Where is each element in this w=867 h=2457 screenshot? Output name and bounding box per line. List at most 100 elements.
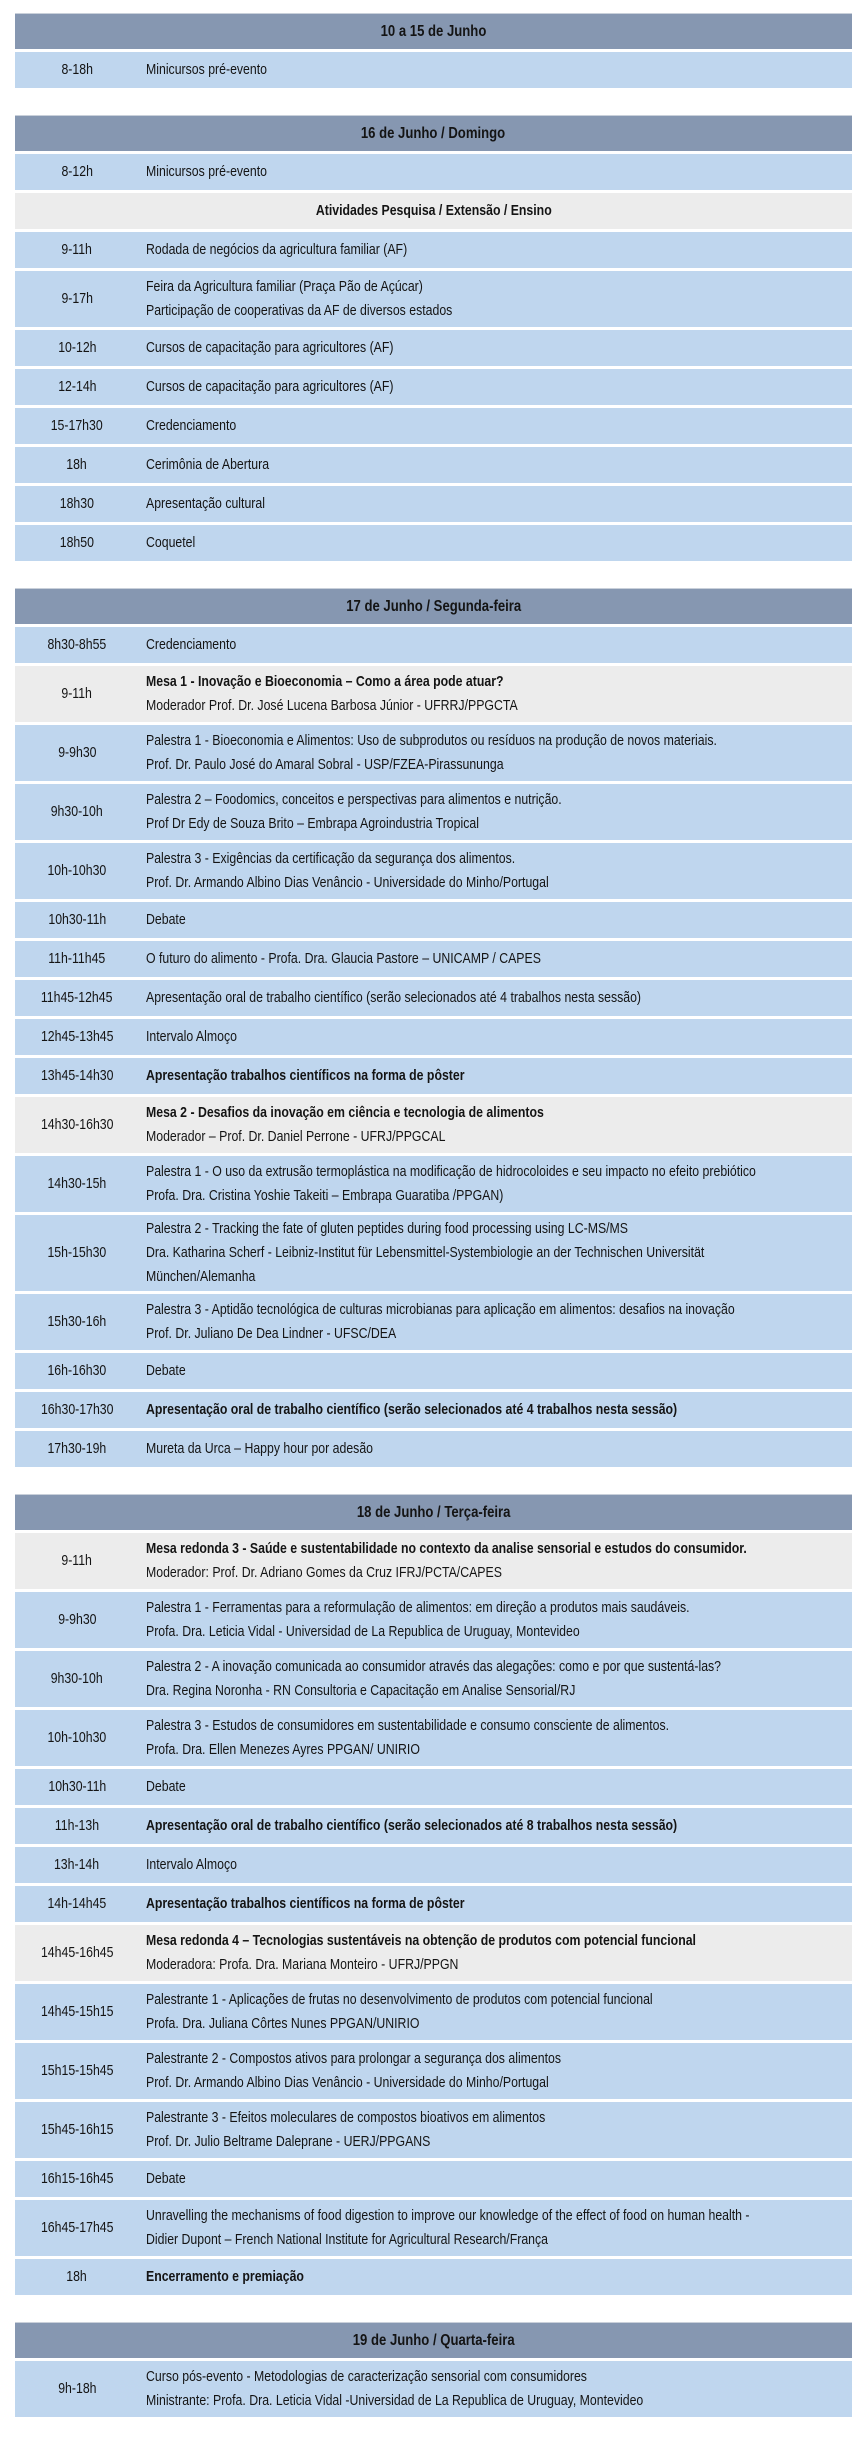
- activity-title: Cursos de capacitação para agricultores …: [146, 336, 852, 360]
- activity-title: Debate: [146, 2167, 852, 2191]
- day-header: 16 de Junho / Domingo: [15, 115, 852, 151]
- schedule-row: 9-9h30 Palestra 1 - Ferramentas para a re…: [15, 1592, 852, 1648]
- activity-text: Prof. Dr. Armando Albino Dias Venâncio -…: [146, 2074, 549, 2091]
- activity-title: Debate: [146, 1775, 852, 1799]
- activity-text: Debate: [146, 2170, 186, 2187]
- schedule-row: 9-17h Feira da Agricultura familiar (Praç…: [15, 271, 852, 327]
- schedule-row: 9-9h30 Palestra 1 - Bioeconomia e Aliment…: [15, 725, 852, 781]
- time-cell: 10-12h: [15, 336, 139, 360]
- time-label: 9-11h: [61, 685, 93, 702]
- activity-cell: Palestra 2 - Tracking the fate of gluten…: [139, 1217, 852, 1289]
- schedule-row: 12h45-13h45 Intervalo Almoço: [15, 1019, 852, 1055]
- time-label: 14h-14h45: [47, 1895, 107, 1912]
- activity-title: Apresentação trabalhos científicos na fo…: [146, 1892, 852, 1916]
- activity-detail: Participação de cooperativas da AF de di…: [146, 299, 852, 323]
- schedule-row: 18h50 Coquetel: [15, 525, 852, 561]
- time-label: 10h-10h30: [47, 862, 107, 879]
- activity-title: Palestra 1 - Ferramentas para a reformul…: [146, 1596, 852, 1620]
- time-label: 15h45-16h15: [40, 2121, 114, 2138]
- activity-cell: Palestra 2 – Foodomics, conceitos e pers…: [139, 788, 852, 836]
- activity-cell: Credenciamento: [139, 633, 852, 657]
- time-label: 16h-16h30: [47, 1362, 107, 1379]
- time-cell: 9h30-10h: [15, 800, 139, 824]
- day-header: 17 de Junho / Segunda-feira: [15, 588, 852, 624]
- activity-cell: Mureta da Urca – Happy hour por adesão: [139, 1437, 852, 1461]
- activity-text: Palestra 1 - Ferramentas para a reformul…: [146, 1599, 690, 1616]
- time-cell: 15h45-16h15: [15, 2118, 139, 2142]
- activity-text: Profa. Dra. Leticia Vidal - Universidad …: [146, 1623, 580, 1640]
- activity-title: Apresentação oral de trabalho científico…: [146, 1814, 852, 1838]
- schedule-row: 18h Encerramento e premiação: [15, 2259, 852, 2295]
- activity-title: Palestra 1 - O uso da extrusão termoplás…: [146, 1160, 852, 1184]
- activity-text: Cursos de capacitação para agricultores …: [146, 378, 394, 395]
- activity-title: Encerramento e premiação: [146, 2265, 852, 2289]
- activity-text: Moderador: Prof. Dr. Adriano Gomes da Cr…: [146, 1564, 502, 1581]
- time-cell: 11h45-12h45: [15, 986, 139, 1010]
- time-cell: 18h: [15, 453, 139, 477]
- time-cell: 9h-18h: [15, 2377, 139, 2401]
- activity-text: Dra. Katharina Scherf - Leibniz-Institut…: [146, 1244, 705, 1261]
- time-label: 18h50: [59, 534, 95, 551]
- activity-text: Intervalo Almoço: [146, 1028, 237, 1045]
- schedule-row: 17h30-19h Mureta da Urca – Happy hour por…: [15, 1431, 852, 1467]
- activity-title: Palestrante 1 - Aplicações de frutas no …: [146, 1988, 852, 2012]
- time-cell: 8-12h: [15, 160, 139, 184]
- activity-cell: Encerramento e premiação: [139, 2265, 852, 2289]
- activity-cell: Intervalo Almoço: [139, 1025, 852, 1049]
- activity-title: Coquetel: [146, 531, 852, 555]
- schedule-row: 9-11h Mesa 1 - Inovação e Bioeconomia – C…: [15, 666, 852, 722]
- schedule-table: 10 a 15 de Junho 8-18h Minicursos pré-even…: [15, 13, 852, 2444]
- activity-text: Debate: [146, 1778, 186, 1795]
- time-label: 9-9h30: [57, 1611, 97, 1628]
- activity-text: Profa. Dra. Ellen Menezes Ayres PPGAN/ U…: [146, 1741, 420, 1758]
- activity-title: Palestra 3 - Exigências da certificação …: [146, 847, 852, 871]
- activity-title: Credenciamento: [146, 414, 852, 438]
- time-cell: 18h: [15, 2265, 139, 2289]
- activity-detail: Moderador – Prof. Dr. Daniel Perrone - U…: [146, 1125, 852, 1149]
- activity-title: Debate: [146, 908, 852, 932]
- schedule-row: 10h-10h30 Palestra 3 - Estudos de consum…: [15, 1710, 852, 1766]
- activity-title: Cursos de capacitação para agricultores …: [146, 375, 852, 399]
- activity-detail: Dra. Regina Noronha - RN Consultoria e C…: [146, 1679, 852, 1703]
- activity-text: Coquetel: [146, 534, 196, 551]
- activity-text: Palestra 2 - A inovação comunicada ao co…: [146, 1658, 722, 1675]
- time-cell: 15h-15h30: [15, 1241, 139, 1265]
- schedule-row: 18h Cerimônia de Abertura: [15, 447, 852, 483]
- time-label: 9-17h: [61, 290, 93, 307]
- activity-text: Moderador – Prof. Dr. Daniel Perrone - U…: [146, 1128, 446, 1145]
- activity-cell: Palestra 3 - Aptidão tecnológica de cult…: [139, 1298, 852, 1346]
- schedule-row: 9-11h Rodada de negócios da agricultura f…: [15, 232, 852, 268]
- time-cell: 15-17h30: [15, 414, 139, 438]
- activity-detail: Moderador: Prof. Dr. Adriano Gomes da Cr…: [146, 1561, 852, 1585]
- activity-title: Mesa redonda 3 - Saúde e sustentabilidad…: [146, 1537, 852, 1561]
- schedule-row: 10h30-11h Debate: [15, 1769, 852, 1805]
- activity-detail: Profa. Dra. Ellen Menezes Ayres PPGAN/ U…: [146, 1738, 852, 1762]
- time-cell: 13h45-14h30: [15, 1064, 139, 1088]
- activity-title: Minicursos pré-evento: [146, 160, 852, 184]
- activity-cell: Apresentação oral de trabalho científico…: [139, 986, 852, 1010]
- activity-text: Apresentação oral de trabalho científico…: [146, 989, 642, 1006]
- day-section: 19 de Junho / Quarta-feira 9h-18h Curso pó…: [15, 2322, 852, 2417]
- activity-title: Palestrante 2 - Compostos ativos para pr…: [146, 2047, 852, 2071]
- time-cell: 13h-14h: [15, 1853, 139, 1877]
- time-cell: 10h-10h30: [15, 1726, 139, 1750]
- activity-cell: Apresentação trabalhos científicos na fo…: [139, 1064, 852, 1088]
- activity-cell: Minicursos pré-evento: [139, 160, 852, 184]
- activity-title: Palestra 2 – Foodomics, conceitos e pers…: [146, 788, 852, 812]
- time-label: 15h15-15h45: [40, 2062, 114, 2079]
- schedule-row: 15h45-16h15 Palestrante 3 - Efeitos molec…: [15, 2102, 852, 2158]
- schedule-row: 15h30-16h Palestra 3 - Aptidão tecnológic…: [15, 1294, 852, 1350]
- activity-text: Ministrante: Profa. Dra. Leticia Vidal -…: [146, 2392, 644, 2409]
- time-cell: 12-14h: [15, 375, 139, 399]
- activity-title: Credenciamento: [146, 633, 852, 657]
- activity-text: Profa. Dra. Juliana Côrtes Nunes PPGAN/U…: [146, 2015, 420, 2032]
- activity-title: Mureta da Urca – Happy hour por adesão: [146, 1437, 852, 1461]
- time-label: 16h30-17h30: [40, 1401, 114, 1418]
- time-cell: 14h45-15h15: [15, 2000, 139, 2024]
- section-subheader: Atividades Pesquisa / Extensão / Ensino: [15, 193, 852, 229]
- activity-detail: Prof Dr Edy de Souza Brito – Embrapa Agr…: [146, 812, 852, 836]
- time-label: 11h45-12h45: [41, 989, 113, 1006]
- activity-detail: Moderador Prof. Dr. José Lucena Barbosa …: [146, 694, 852, 718]
- activity-cell: Mesa redonda 4 – Tecnologias sustentávei…: [139, 1929, 852, 1977]
- schedule-row: 15h15-15h45 Palestrante 2 - Compostos ati…: [15, 2043, 852, 2099]
